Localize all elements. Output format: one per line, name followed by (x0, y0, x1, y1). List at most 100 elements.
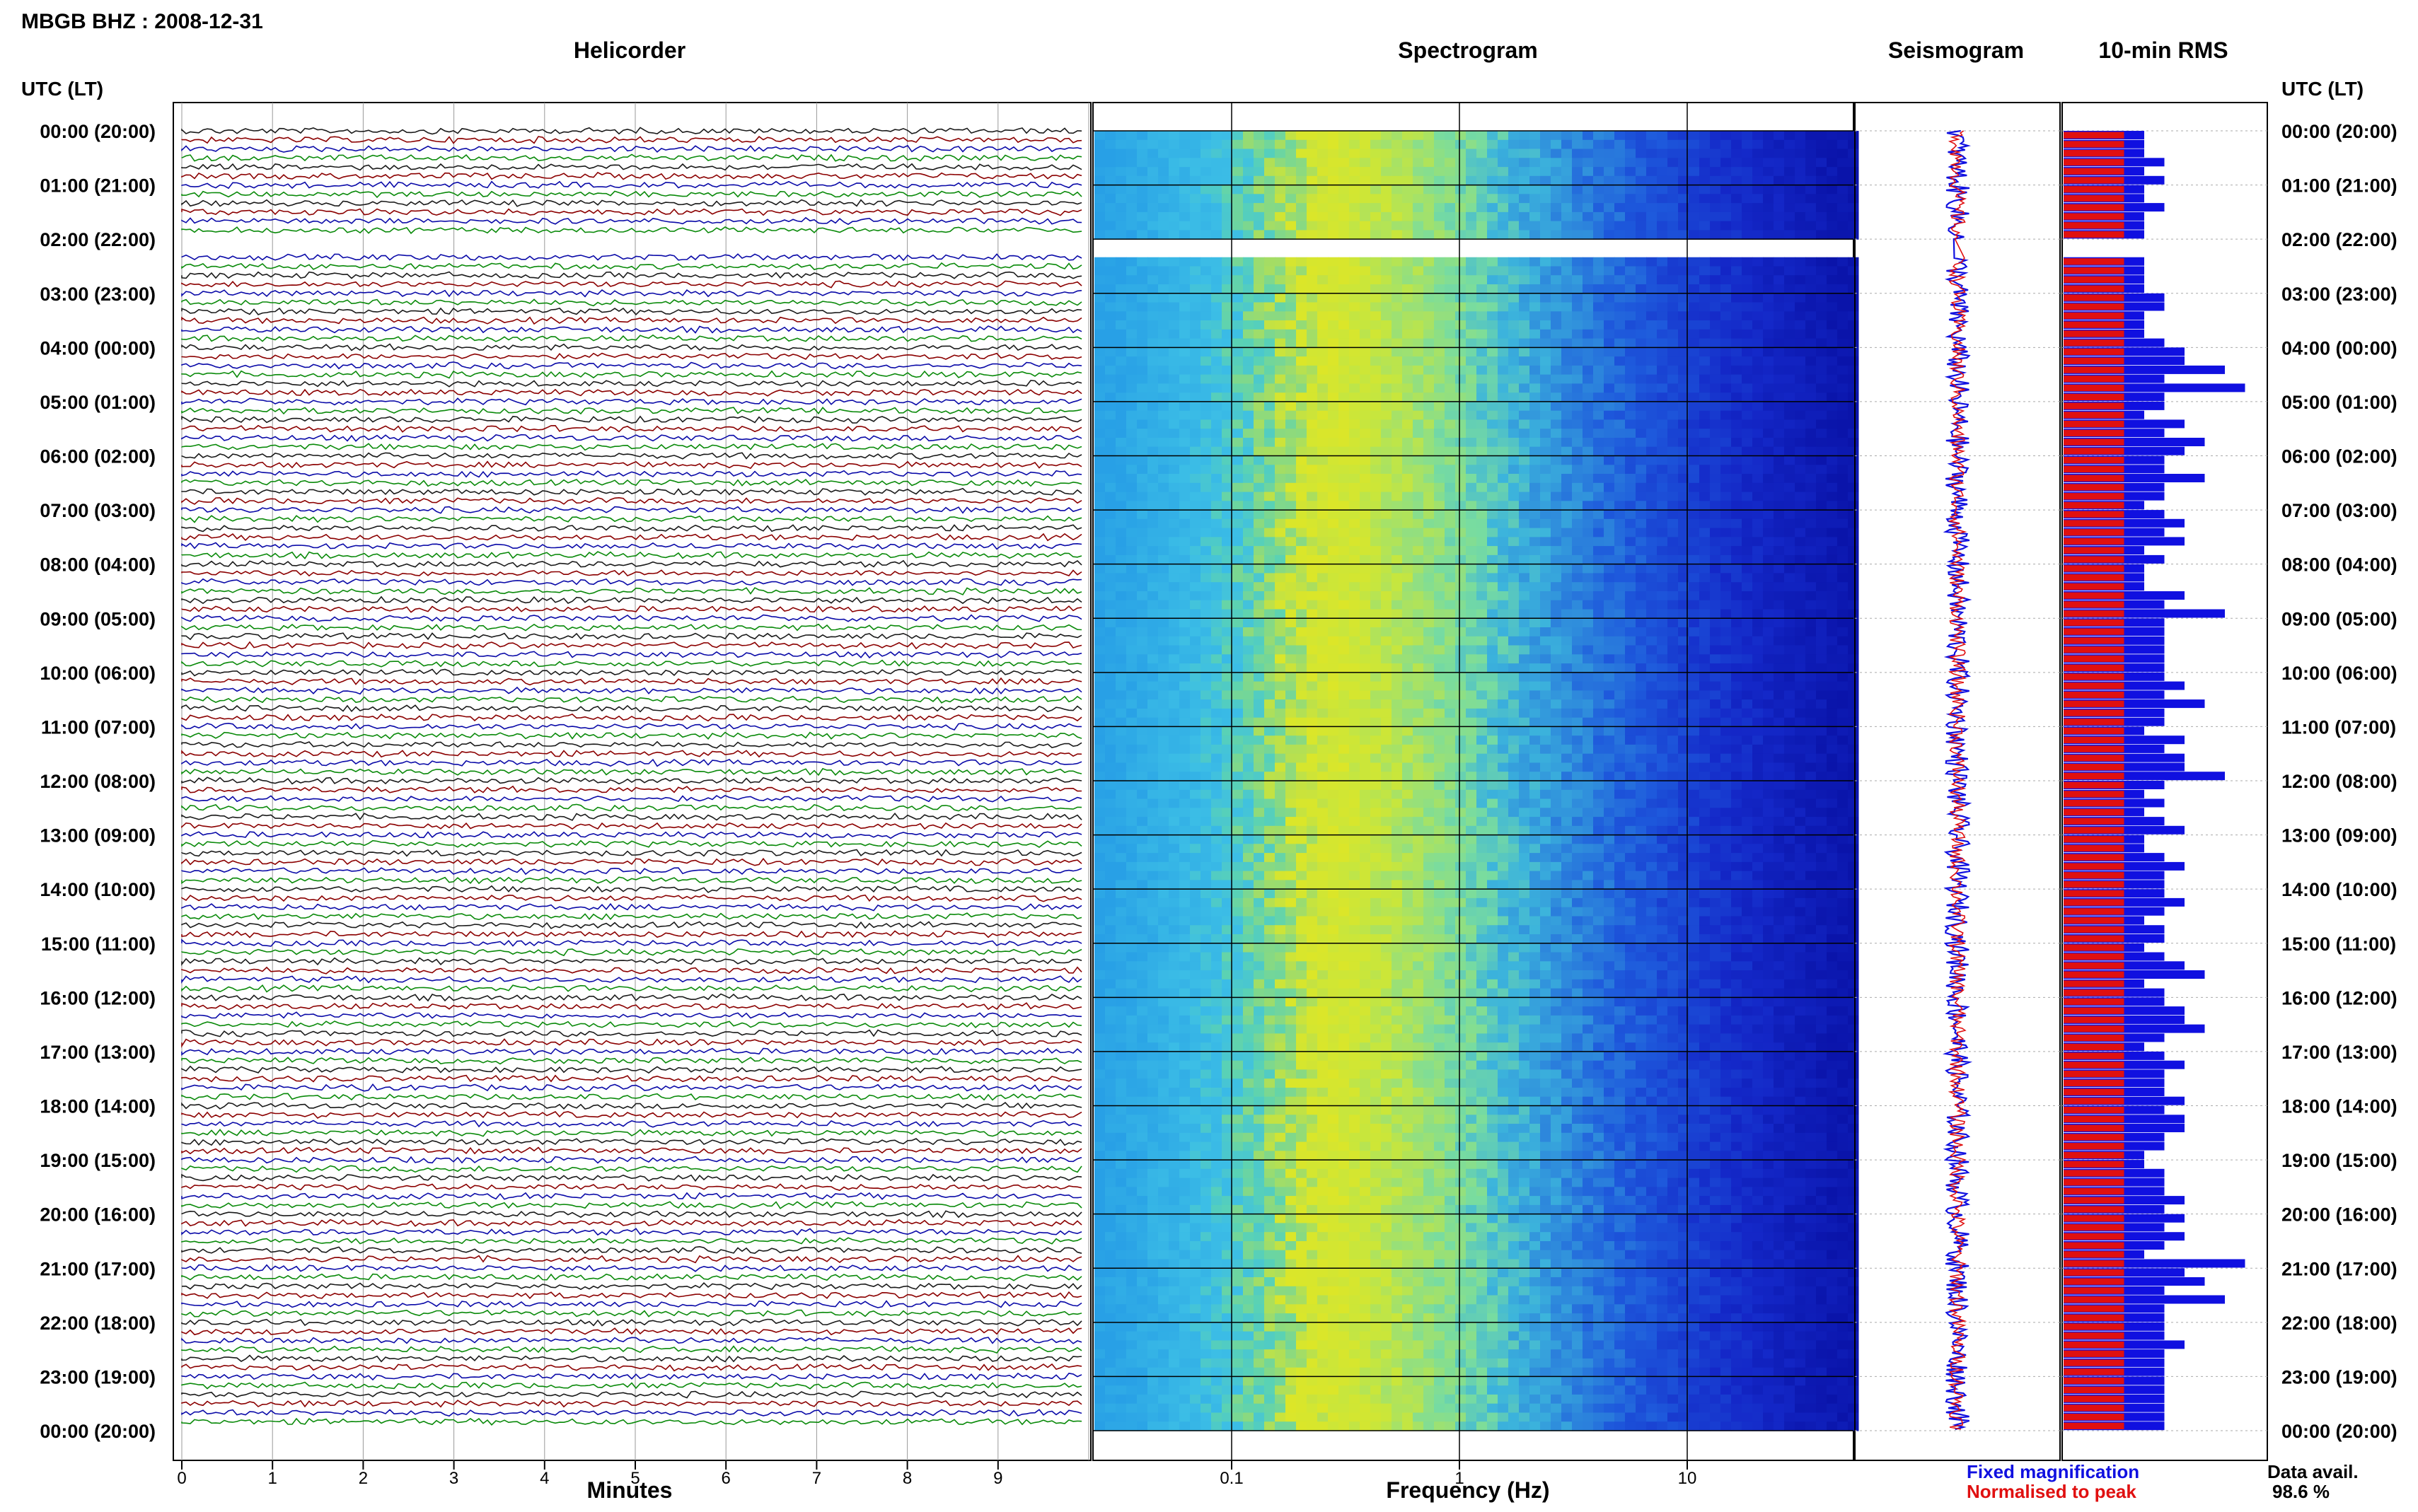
spectrogram-cell (1689, 681, 1700, 691)
time-label-right: 12:00 (08:00) (2281, 771, 2397, 792)
spectrogram-cell (1201, 167, 1212, 177)
spectrogram-cell (1222, 699, 1233, 709)
spectrogram-cell (1689, 139, 1700, 150)
spectrogram-cell (1657, 546, 1668, 556)
spectrogram-cell (1529, 554, 1541, 565)
spectrogram-cell (1455, 311, 1467, 321)
spectrogram-cell (1614, 582, 1626, 592)
spectrogram-cell (1254, 681, 1265, 691)
spectrogram-cell (1816, 284, 1827, 294)
spectrogram-cell (1232, 554, 1244, 565)
spectrogram-cell (1179, 537, 1191, 547)
spectrogram-cell (1105, 455, 1116, 465)
spectrogram-cell (1105, 257, 1116, 267)
spectrogram-cell (1667, 221, 1679, 231)
spectrogram-cell (1381, 185, 1392, 194)
helicorder-trace (181, 1165, 1082, 1173)
spectrogram-cell (1137, 311, 1148, 321)
spectrogram-cell (1529, 681, 1541, 691)
spectrogram-cell (1583, 429, 1594, 438)
spectrogram-cell (1476, 356, 1488, 366)
spectrogram-cell (1232, 392, 1244, 402)
spectrogram-cell (1614, 501, 1626, 511)
spectrogram-cell (1360, 211, 1371, 222)
spectrogram-cell (1296, 600, 1307, 610)
spectrogram-cell (1201, 636, 1212, 646)
spectrogram-cell (1254, 636, 1265, 646)
spectrogram-cell (1455, 501, 1467, 511)
spectrogram-cell (1381, 609, 1392, 619)
spectrogram-cell (1774, 708, 1785, 719)
spectrogram-cell (1540, 455, 1551, 465)
spectrogram-cell (1296, 149, 1307, 158)
spectrogram-cell (1710, 537, 1721, 547)
spectrogram-cell (1614, 438, 1626, 448)
spectrogram-cell (1169, 564, 1180, 574)
helicorder-trace (181, 316, 1082, 325)
spectrogram-cell (1720, 383, 1732, 393)
spectrogram-cell (1328, 537, 1339, 547)
spectrogram-cell (1243, 410, 1254, 421)
spectrogram-cell (1381, 284, 1392, 294)
spectrogram-cell (1349, 401, 1360, 412)
spectrogram-cell (1625, 139, 1636, 150)
spectrogram-cell (1508, 492, 1520, 501)
spectrogram-cell (1328, 230, 1339, 240)
spectrogram-cell (1317, 383, 1329, 393)
spectrogram-cell (1307, 293, 1318, 303)
spectrogram-cell (1349, 699, 1360, 709)
spectrogram-cell (1614, 663, 1626, 673)
spectrogram-cell (1328, 374, 1339, 384)
spectrogram-cell (1264, 699, 1275, 709)
spectrogram-cell (1561, 510, 1573, 520)
spectrogram-cell (1201, 708, 1212, 719)
spectrogram-cell (1296, 609, 1307, 619)
spectrogram-cell (1434, 311, 1445, 321)
time-label-right: 16:00 (12:00) (2281, 987, 2397, 1008)
spectrogram-cell (1529, 609, 1541, 619)
spectrogram-cell (1551, 455, 1562, 465)
spectrogram-cell (1434, 735, 1445, 745)
spectrogram-cell (1158, 149, 1169, 158)
spectrogram-cell (1434, 203, 1445, 213)
spectrogram-cell (1381, 383, 1392, 393)
spectrogram-cell (1285, 401, 1297, 412)
spectrogram-cell (1625, 230, 1636, 240)
spectrogram-cell (1232, 618, 1244, 628)
spectrogram-cell (1540, 564, 1551, 574)
spectrogram-cell (1275, 392, 1286, 402)
spectrogram-cell (1455, 293, 1467, 303)
spectrogram-cell (1551, 690, 1562, 700)
spectrogram-cell (1201, 311, 1212, 321)
spectrogram-cell (1466, 564, 1477, 574)
spectrogram-cell (1285, 492, 1297, 501)
spectrogram-cell (1275, 690, 1286, 700)
spectrogram-cell (1529, 482, 1541, 493)
spectrogram-cell (1349, 564, 1360, 574)
spectrogram-cell (1275, 645, 1286, 655)
spectrogram-cell (1561, 537, 1573, 547)
spectrogram-cell (1848, 392, 1859, 402)
spectrogram-cell (1179, 419, 1191, 429)
spectrogram-cell (1540, 338, 1551, 348)
spectrogram-cell (1169, 600, 1180, 610)
spectrogram-cell (1678, 609, 1689, 619)
spectrogram-cell (1731, 717, 1742, 728)
spectrogram-cell (1126, 726, 1138, 736)
spectrogram-cell (1466, 365, 1477, 376)
spectrogram-cell (1094, 627, 1106, 637)
spectrogram-cell (1593, 645, 1604, 655)
spectrogram-cell (1720, 735, 1732, 745)
spectrogram-cell (1190, 627, 1201, 637)
spectrogram-cell (1328, 528, 1339, 537)
spectrogram-cell (1094, 717, 1106, 728)
spectrogram-cell (1455, 554, 1467, 565)
spectrogram-cell (1636, 293, 1647, 303)
spectrogram-cell (1105, 175, 1116, 186)
spectrogram-cell (1508, 645, 1520, 655)
spectrogram-cell (1827, 492, 1838, 501)
spectrogram-cell (1201, 474, 1212, 484)
spectrogram-cell (1551, 311, 1562, 321)
spectrogram-cell (1689, 591, 1700, 601)
spectrogram-cell (1572, 554, 1583, 565)
